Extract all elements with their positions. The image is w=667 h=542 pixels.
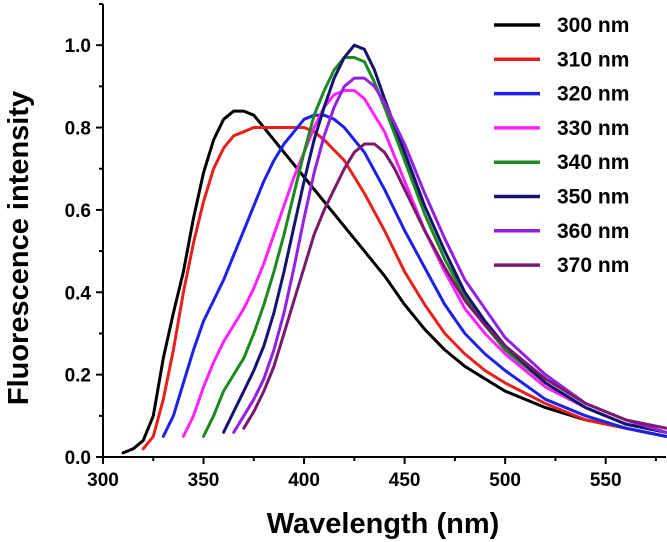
x-tick-label: 300 [87,470,119,491]
series-line-330-nm [181,89,667,438]
x-tick-label: 550 [590,470,622,491]
y-tick-label: 1.0 [65,36,91,57]
legend-label: 330 nm [557,117,629,140]
legend: 300 nm 310 nm 320 nm 330 nm 340 nm 350 nm 360 … [494,14,629,277]
y-tick-label: 0.2 [65,366,91,387]
y-tick-label: 0.6 [65,201,91,222]
legend-label: 360 nm [557,220,629,243]
x-axis-title: Wavelength (nm) [267,508,500,540]
x-tick-label: 350 [188,470,220,491]
legend-label: 310 nm [557,48,629,71]
y-tick-label: 0.0 [65,448,91,469]
x-tick-label: 400 [288,470,320,491]
y-axis-title: Fluorescence intensity [3,91,35,405]
series-line-310-nm [141,126,667,451]
axes-group: 300 350 400 450 500 550 0.0 0.2 0.4 0.6 0.8 1.0 [65,3,666,491]
x-tick-label: 450 [389,470,421,491]
y-tick-label: 0.8 [65,119,91,140]
legend-label: 350 nm [557,186,629,209]
series-line-300-nm [121,109,667,455]
series-group [121,43,667,455]
series-line-370-nm [242,142,667,430]
legend-label: 370 nm [557,254,629,277]
legend-label: 340 nm [557,151,629,174]
series-line-360-nm [232,76,667,434]
y-tick-label: 0.4 [65,283,92,304]
x-tick-label: 500 [489,470,521,491]
legend-label: 300 nm [557,14,629,37]
legend-label: 320 nm [557,83,629,106]
